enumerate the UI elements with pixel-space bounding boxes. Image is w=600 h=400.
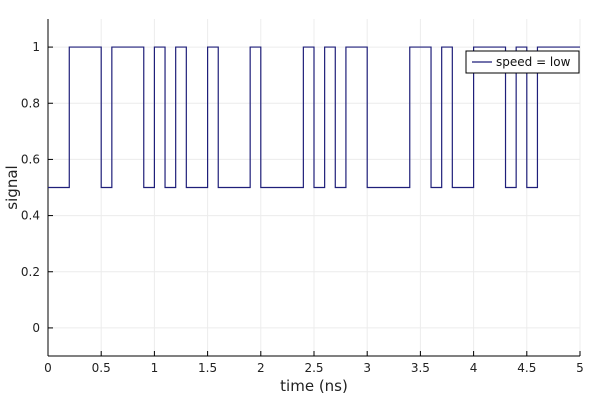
- x-tick-label-9: 4.5: [517, 361, 536, 375]
- x-tick-label-8: 4: [470, 361, 478, 375]
- x-tick-label-1: 0.5: [92, 361, 111, 375]
- legend-label: speed = low: [496, 55, 571, 69]
- y-tick-label-2: 0.4: [21, 209, 40, 223]
- y-axis-label: signal: [3, 165, 21, 209]
- x-tick-label-10: 5: [576, 361, 584, 375]
- legend: speed = low: [465, 50, 580, 74]
- x-tick-label-2: 1: [151, 361, 159, 375]
- legend-box: [465, 50, 580, 74]
- y-tick-label-0: 0: [32, 321, 40, 335]
- y-tick-label-3: 0.6: [21, 152, 40, 166]
- x-axis-ticks: 0 0.5 1 1.5 2 2.5 3 3.5 4 4.5 5: [44, 351, 584, 375]
- x-tick-label-5: 2.5: [304, 361, 323, 375]
- y-tick-label-5: 1: [32, 40, 40, 54]
- y-tick-label-1: 0.2: [21, 265, 40, 279]
- x-tick-label-3: 1.5: [198, 361, 217, 375]
- y-tick-label-4: 0.8: [21, 96, 40, 110]
- x-tick-label-6: 3: [363, 361, 371, 375]
- x-tick-label-4: 2: [257, 361, 265, 375]
- x-axis-label: time (ns): [280, 377, 348, 395]
- x-tick-label-0: 0: [44, 361, 52, 375]
- y-axis-ticks: 0 0.2 0.4 0.6 0.8 1: [21, 40, 53, 335]
- x-tick-label-7: 3.5: [411, 361, 430, 375]
